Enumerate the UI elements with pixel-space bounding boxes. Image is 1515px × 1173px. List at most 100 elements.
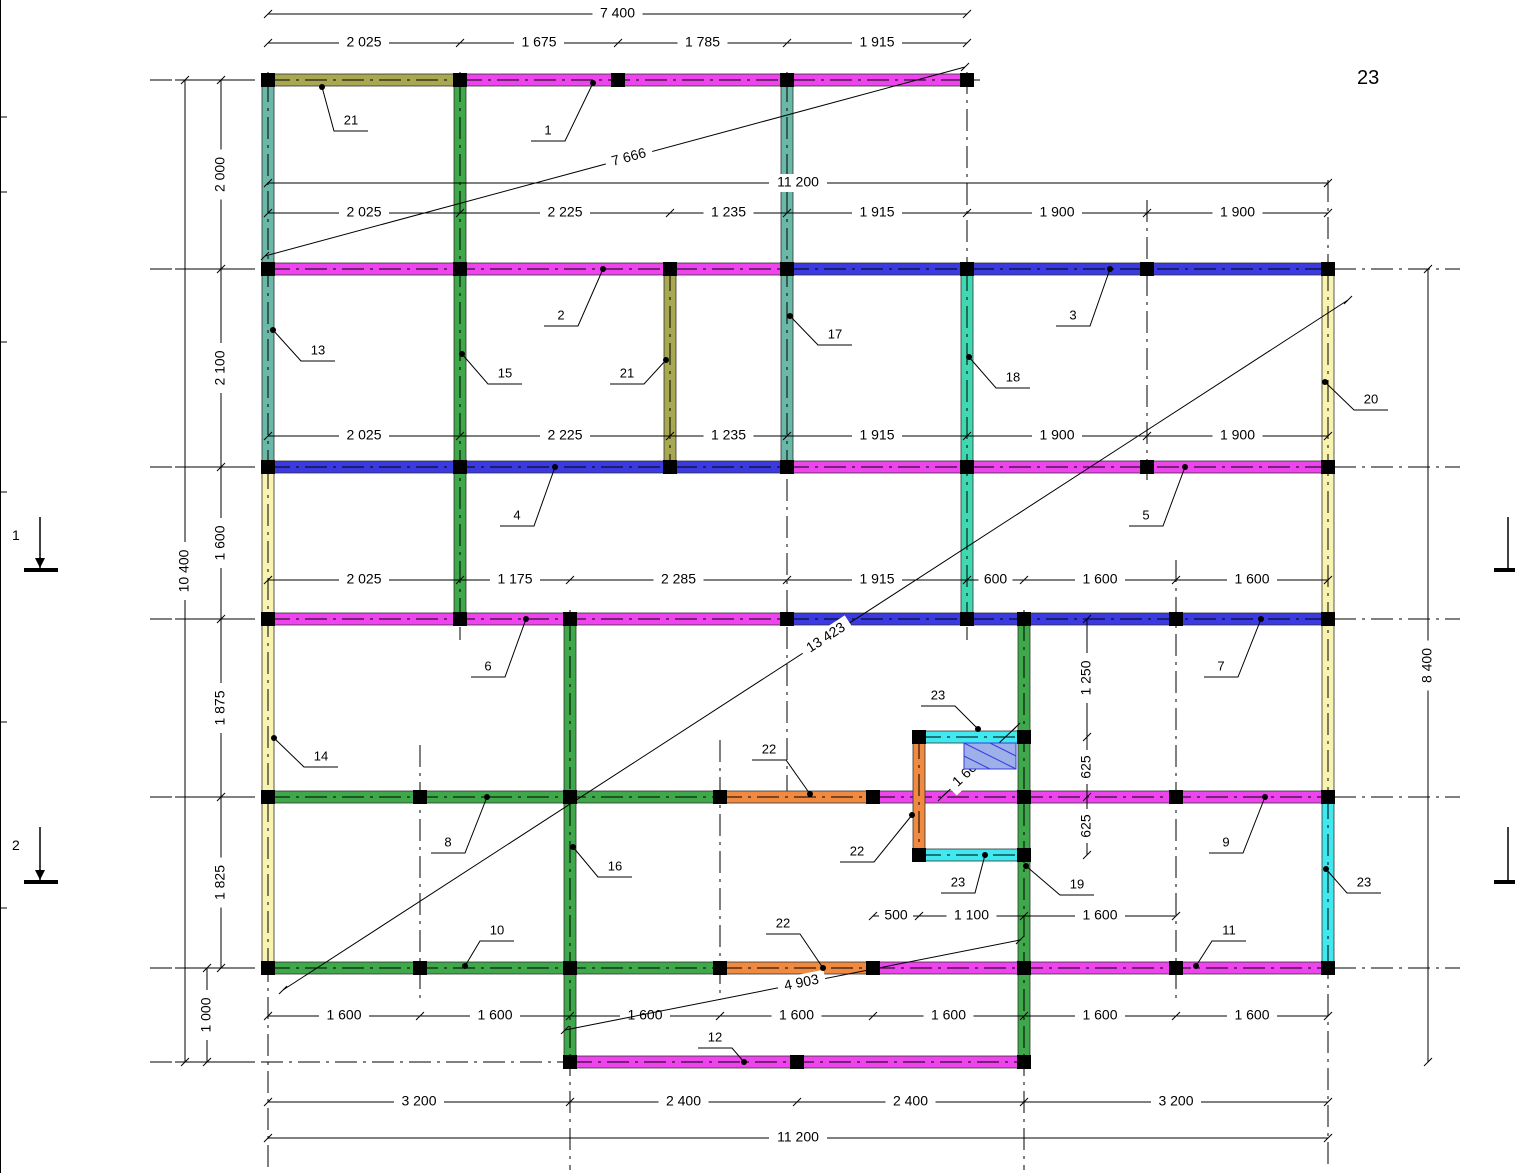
column [453,262,467,276]
dim-tick [565,1011,575,1021]
dim-tick [560,1025,570,1035]
dim-label-bg [885,1093,936,1111]
dim-tick [263,9,273,19]
dim-tick [1082,614,1092,624]
dim-tick [1015,935,1025,945]
column [713,961,727,975]
dim-tick [665,431,675,441]
beam-tag-label: 17 [828,326,842,341]
dim-tick [1142,208,1152,218]
leader-line [968,356,1030,389]
column [960,262,974,276]
dim-label-bg [658,1093,709,1111]
leader-line [1056,268,1111,327]
column [1017,1055,1031,1069]
dim-tick [962,9,972,19]
column [663,460,677,474]
leader-line [500,466,556,527]
column [261,460,275,474]
dim-label-bg [879,907,913,925]
dim-tick [1011,722,1021,732]
dim-tick [937,792,947,802]
column [453,460,467,474]
dim-tick [1019,1097,1029,1107]
dim-label: 1 900 [1220,204,1255,220]
dim-tick [455,575,465,585]
dim-tick [415,1011,425,1021]
dim-tick [455,38,465,48]
dim-label: 1 600 [1082,907,1117,923]
dim-tick [1423,1057,1433,1067]
dim-label: 2 025 [346,204,381,220]
dim-tick [1019,1011,1029,1021]
dim-tick [1082,732,1092,742]
beam-tag-label: 11 [1222,922,1236,937]
leader-line [272,329,335,362]
column [563,790,577,804]
dim-tick [1423,264,1433,274]
dim-label-bg [852,34,902,52]
dim-label: 1 675 [521,34,556,50]
dim-label: 2 100 [212,350,228,385]
beam-tag-label: 14 [314,748,328,763]
dim-tick [1142,431,1152,441]
leader-line [1324,381,1388,411]
dim-tick [1082,850,1092,860]
beam-tag-label: 13 [311,342,325,357]
column [1140,262,1154,276]
beam-tag-label: 23 [951,874,965,889]
beam-tag-label: 20 [1364,391,1378,406]
dim-label: 1 785 [685,34,720,50]
leader-line [431,796,488,854]
dim-label-bg [769,1129,827,1147]
beam-tag-label: 21 [344,112,358,127]
column [1169,790,1183,804]
beam-tag-label: 16 [608,858,622,873]
dim-label: 1 900 [1220,427,1255,443]
dim-label-bg [212,683,230,733]
dim-label: 625 [1078,814,1094,838]
dim-label-bg [978,571,1013,589]
beam-tag-label: 23 [1357,874,1371,889]
dim-label: 1 600 [477,1007,512,1023]
dim-label-bg [1075,907,1125,925]
beam-tags: 12 34 56 78 910 11121314151617181920212122222… [270,80,1388,1065]
beam-tag-label: 6 [484,658,491,673]
dim-label-bg [923,1007,974,1025]
section-mark-label: 2 [12,837,20,853]
leader-line [1209,796,1266,854]
dim-label-bg [771,1007,822,1025]
column [713,790,727,804]
column [866,790,880,804]
dim-label: 3 200 [1158,1093,1193,1109]
dim-tick [665,208,675,218]
section-mark-2-right [1494,827,1515,884]
leader-line [1204,618,1262,678]
leader-line [789,315,852,346]
dim-label: 1 825 [212,865,228,900]
beam-tag-label: 10 [490,922,504,937]
dim-label-bg [212,518,230,568]
dim-label: 3 200 [401,1093,436,1109]
dim-tick [1019,911,1029,921]
leader-line [1195,940,1246,967]
dim-tick [782,208,792,218]
dim-label: 1 600 [1082,1007,1117,1023]
column [413,961,427,975]
beam-tag-label: 9 [1222,834,1229,849]
dim-label: 1 915 [859,34,894,50]
dim-label: 11 200 [777,1129,819,1145]
dim-tick [1323,1011,1333,1021]
dim-tick [1082,792,1092,802]
dim-label-bg [470,1007,520,1025]
dim-label: 1 000 [198,997,214,1032]
dim-label: 1 175 [497,571,532,587]
leader-line [464,940,514,967]
beam-tag-label: 2 [557,307,564,322]
column [1017,730,1031,744]
column [261,262,275,276]
beam-tag-label: 18 [1006,369,1020,384]
dim-label-bg [1078,809,1096,843]
dim-label: 1 900 [1039,427,1074,443]
